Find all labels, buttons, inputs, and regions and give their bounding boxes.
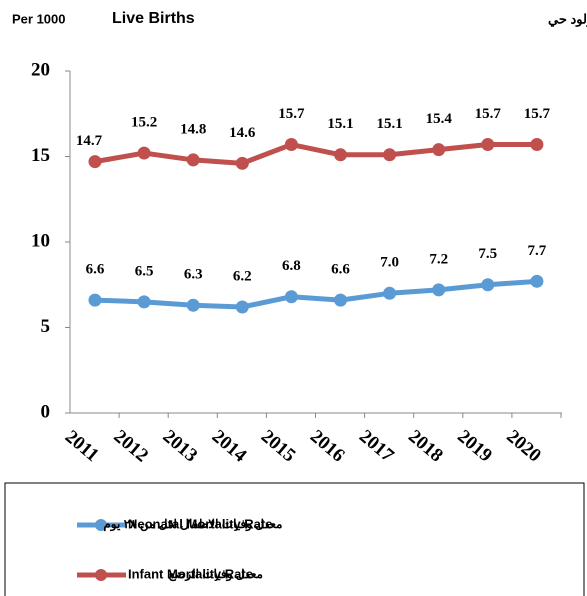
y-tick-label: 0: [41, 401, 51, 422]
data-label: 14.8: [180, 121, 206, 137]
data-label: 6.3: [184, 267, 203, 283]
point: [235, 300, 249, 314]
x-tick-label: 2018: [404, 426, 447, 467]
point: [137, 146, 151, 160]
legend-label: Infant Mortality Rate: [128, 566, 253, 581]
data-label: 6.6: [86, 262, 105, 278]
x-tick-label: 2016: [306, 426, 349, 467]
x-tick-label: 2012: [110, 426, 153, 467]
point: [432, 143, 446, 157]
data-label: 15.4: [426, 111, 453, 127]
x-tick-label: 2019: [453, 426, 496, 467]
series-line: [94, 278, 538, 310]
data-label: 7.7: [528, 243, 547, 259]
data-label: 6.2: [233, 268, 252, 284]
point: [530, 138, 544, 152]
point: [235, 156, 249, 170]
point: [481, 138, 495, 152]
legend-box: [4, 482, 585, 596]
y-tick-label: 10: [31, 230, 50, 251]
point: [481, 278, 495, 292]
data-label: 7.5: [478, 246, 497, 262]
data-label: 14.7: [76, 133, 103, 149]
x-tick-label: 2017: [355, 426, 398, 467]
unit-label: Per 1000: [12, 11, 66, 26]
data-label: 6.8: [282, 258, 301, 274]
x-tick-label: 2014: [208, 426, 251, 467]
y-tick-label: 5: [41, 316, 51, 337]
legend-marker: [95, 519, 107, 531]
data-label: 14.6: [229, 125, 256, 141]
point: [530, 274, 544, 288]
data-label: 6.5: [135, 263, 154, 279]
x-tick-label: 2013: [159, 426, 202, 467]
point: [432, 283, 446, 297]
x-tick-label: 2020: [502, 426, 545, 467]
point: [284, 290, 298, 304]
point: [88, 155, 102, 169]
unit-label-ar: لكل ١٠٠٠ مولود حي: [548, 11, 587, 27]
data-label: 15.1: [376, 116, 402, 132]
legend-marker: [95, 569, 107, 581]
point: [88, 293, 102, 307]
x-tick-label: 2015: [257, 426, 300, 467]
y-tick-label: 15: [31, 145, 50, 166]
x-tick-label: 2011: [61, 426, 103, 466]
legend-label-ar: معدل وفيات الرضع: [169, 567, 263, 582]
data-label: 15.7: [278, 106, 305, 122]
data-label: 7.0: [380, 255, 399, 271]
data-label: 6.6: [331, 262, 350, 278]
point: [186, 153, 200, 167]
unit-label-2: Live Births: [112, 10, 195, 27]
legend-label-ar: معدل وفيات الاطفال اقل من ٢٨ يوم: [103, 517, 282, 532]
point: [383, 148, 397, 162]
point: [137, 295, 151, 309]
data-label: 7.2: [429, 251, 448, 267]
point: [334, 148, 347, 162]
data-label: 15.2: [131, 115, 157, 131]
data-label: 15.1: [327, 116, 353, 132]
point: [186, 298, 200, 312]
series-line: [94, 142, 537, 166]
legend-label: Neonatal Mortality Rate: [128, 516, 272, 531]
data-label: 15.7: [475, 106, 502, 122]
point: [334, 293, 347, 307]
data-label: 15.7: [524, 106, 551, 122]
y-tick-label: 20: [31, 59, 50, 80]
point: [284, 138, 298, 152]
point: [383, 286, 397, 300]
